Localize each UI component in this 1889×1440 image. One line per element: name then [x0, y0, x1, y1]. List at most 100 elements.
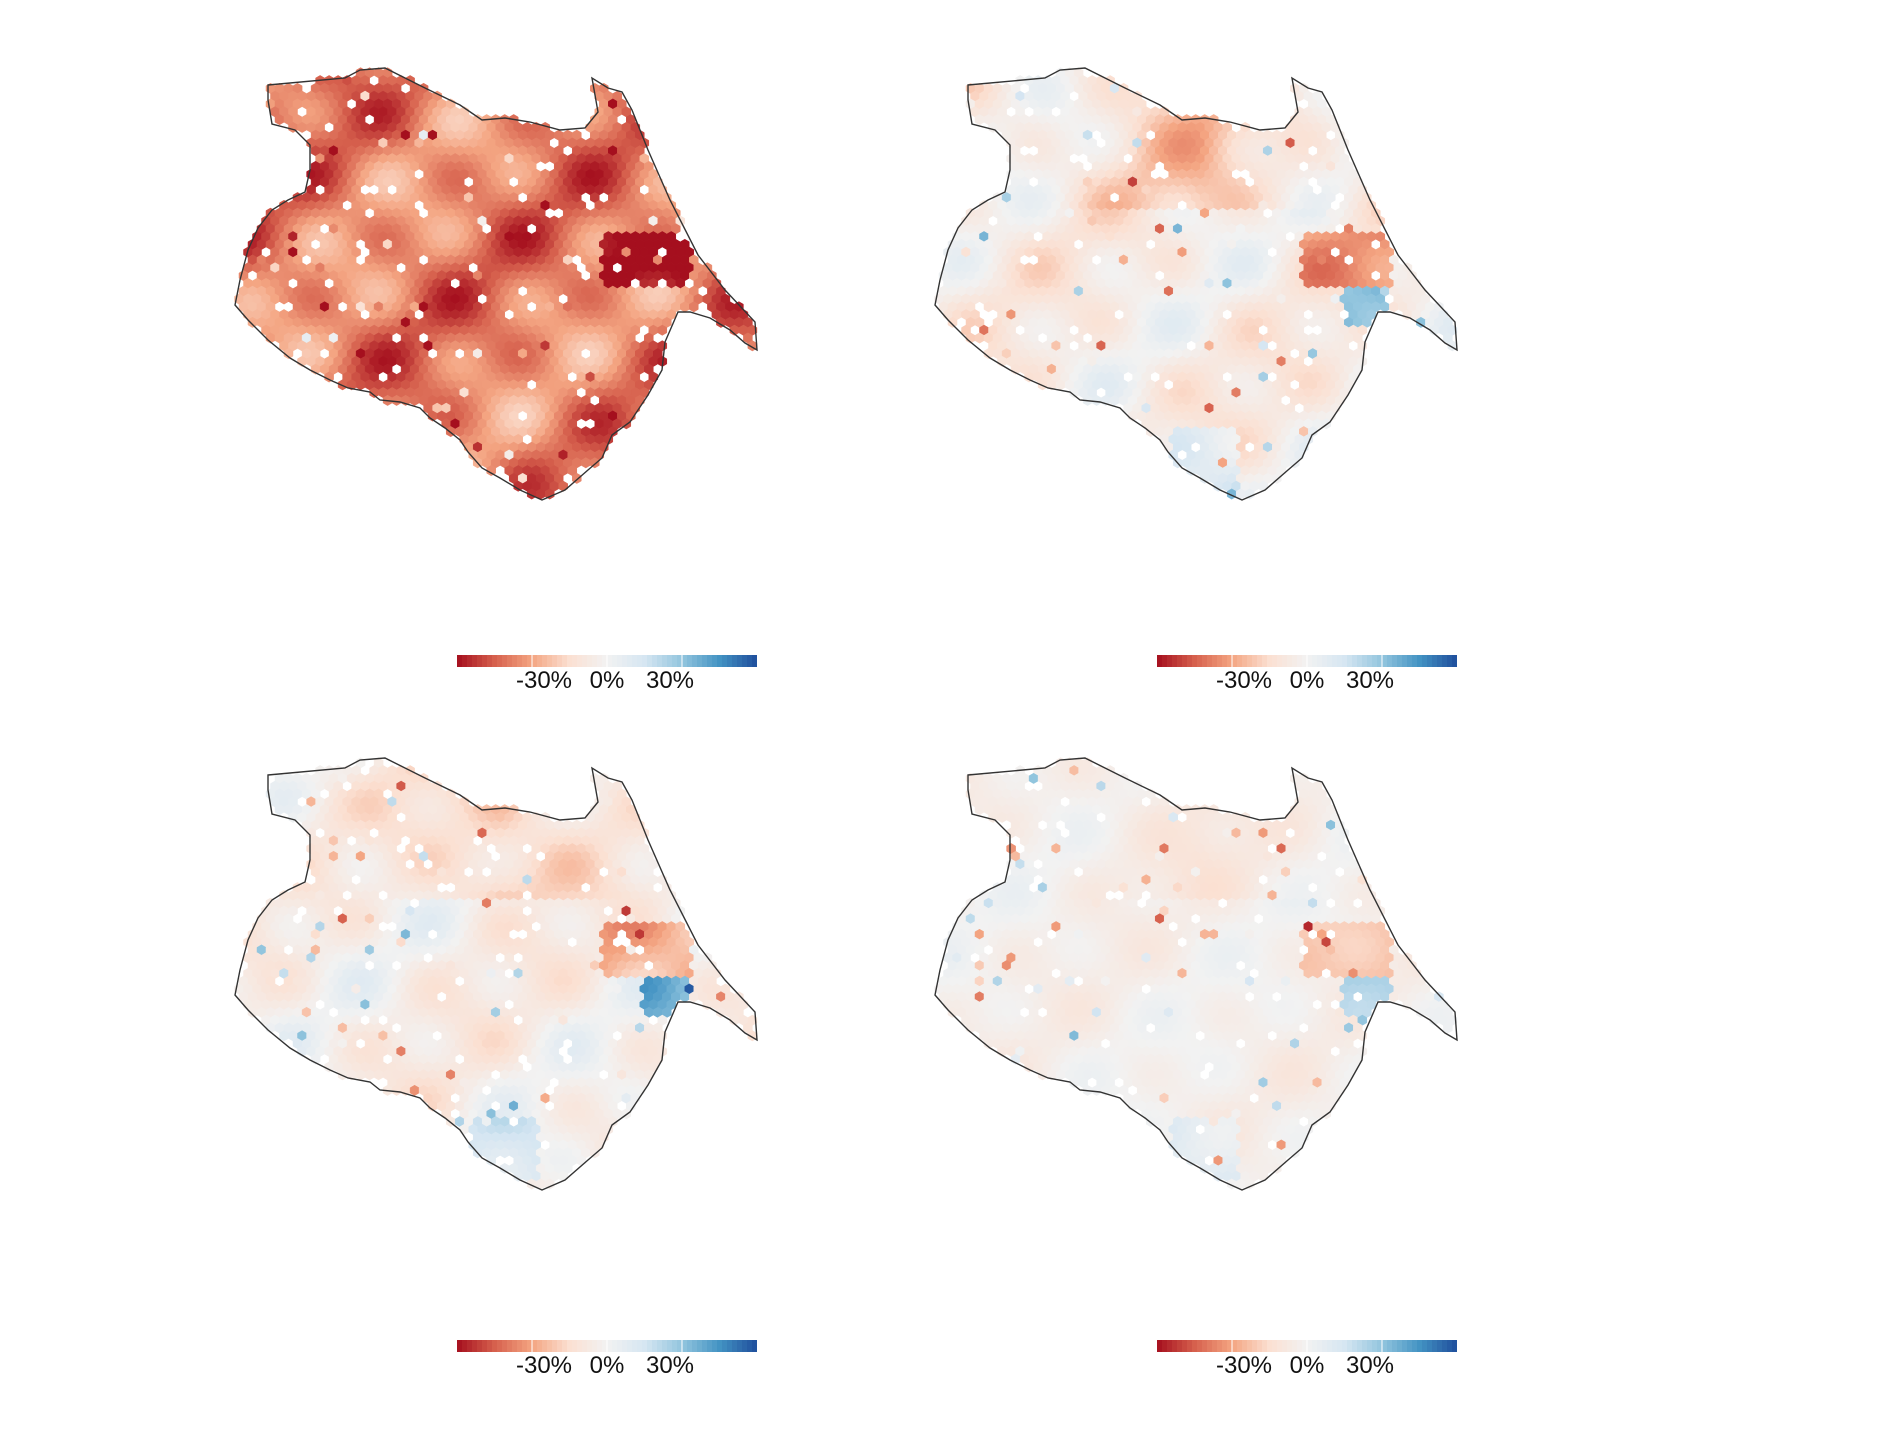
hex-cell	[298, 122, 307, 132]
legend-color-step	[1157, 655, 1163, 667]
hex-cell	[559, 481, 568, 491]
hex-cell	[975, 114, 984, 124]
legend-color-step	[1267, 655, 1273, 667]
choropleth-map-bottom-left	[220, 740, 1000, 1440]
legend-color-step	[1162, 655, 1168, 667]
legend-color-step	[1252, 655, 1258, 667]
legend-tick-0: 0%	[590, 667, 625, 695]
choropleth-map-top-left	[220, 50, 1000, 750]
legend-color-step	[1387, 655, 1393, 667]
hex-cell	[581, 411, 590, 421]
legend-color-step	[627, 655, 633, 667]
legend-color-step	[607, 655, 613, 667]
legend-color-step	[1427, 655, 1433, 667]
hex-cell	[383, 914, 392, 924]
legend-color-step	[472, 655, 478, 667]
legend-color-step	[1342, 655, 1348, 667]
hex-cell	[1110, 395, 1119, 405]
legend-color-step	[517, 655, 523, 667]
legend-color-step	[652, 655, 658, 667]
legend-color-step	[682, 655, 688, 667]
legend-color-step	[507, 655, 513, 667]
legend-color-step	[717, 655, 723, 667]
legend-color-step	[737, 655, 743, 667]
legend-color-step	[1222, 655, 1228, 667]
legend-color-step	[1447, 655, 1453, 667]
hex-cells	[235, 68, 757, 500]
legend-color-step	[1307, 655, 1313, 667]
legend-color-step	[752, 655, 757, 667]
legend-color-step	[1212, 655, 1218, 667]
legend-color-step	[1292, 655, 1298, 667]
legend-color-step	[1452, 655, 1457, 667]
legend-color-step	[1372, 655, 1378, 667]
hex-cell	[248, 317, 257, 327]
map-panel-bottom-left: -30% 0% 30%	[220, 740, 1000, 1440]
legend-color-step	[647, 655, 653, 667]
legend-color-step	[702, 655, 708, 667]
legend-color-step	[657, 655, 663, 667]
legend-color-step	[707, 655, 713, 667]
legend-color-step	[662, 655, 668, 667]
hex-cell	[410, 395, 419, 405]
legend-color-step	[632, 655, 638, 667]
legend-color-step	[1232, 655, 1238, 667]
legend-color-step	[532, 655, 538, 667]
legend-color-step	[572, 655, 578, 667]
legend-color-step	[1392, 655, 1398, 667]
legend-color-step	[1422, 655, 1428, 667]
legend-color-step	[557, 655, 563, 667]
hex-cell	[680, 992, 689, 1002]
legend-color-step	[457, 655, 463, 667]
hex-cell	[365, 177, 374, 187]
hex-cell	[984, 302, 993, 312]
map-panel-top-left: -30% 0% 30%	[220, 50, 1000, 750]
hex-cell	[356, 380, 365, 390]
legend-color-step	[577, 655, 583, 667]
legend-color-step	[727, 655, 733, 667]
legend-color-step	[617, 655, 623, 667]
choropleth-map-top-right	[920, 50, 1700, 750]
legend-color-step	[1367, 655, 1373, 667]
legend-color-step	[712, 655, 718, 667]
legend-color-step	[1197, 655, 1203, 667]
legend-color-step	[482, 655, 488, 667]
legend-color-step	[592, 655, 598, 667]
legend-color-step	[492, 655, 498, 667]
hex-cell	[1308, 317, 1317, 327]
legend-color-step	[1437, 655, 1443, 667]
legend-color-step	[1167, 655, 1173, 667]
legend-color-step	[1297, 655, 1303, 667]
hex-cell	[1092, 395, 1101, 405]
legend-color-step	[1407, 655, 1413, 667]
legend-color-step	[487, 655, 493, 667]
legend-color-step	[1287, 655, 1293, 667]
legend-color-step	[672, 655, 678, 667]
legend-color-step	[687, 655, 693, 667]
hex-cell	[689, 302, 698, 312]
legend-color-step	[1352, 655, 1358, 667]
legend-color-step	[1282, 655, 1288, 667]
legend-color-step	[1417, 655, 1423, 667]
legend-color-step	[1347, 655, 1353, 667]
legend-color-step	[537, 655, 543, 667]
hex-cell	[1380, 302, 1389, 312]
legend-top-right: -30% 0% 30%	[1157, 655, 1457, 697]
hex-cell	[658, 325, 667, 335]
legend-color-step	[467, 655, 473, 667]
legend-color-step	[512, 655, 518, 667]
hex-cell	[392, 395, 401, 405]
legend-color-step	[1247, 655, 1253, 667]
legend-color-step	[1177, 655, 1183, 667]
hex-cell	[680, 302, 689, 312]
legend-color-step	[552, 655, 558, 667]
legend-color-step	[587, 655, 593, 667]
legend-color-step	[542, 655, 548, 667]
legend-color-step	[547, 655, 553, 667]
legend-color-step	[637, 655, 643, 667]
legend-color-step	[1357, 655, 1363, 667]
legend-tick-neg30: -30%	[516, 667, 572, 695]
legend-color-step	[1432, 655, 1438, 667]
legend-color-step	[1322, 655, 1328, 667]
legend-color-step	[502, 655, 508, 667]
